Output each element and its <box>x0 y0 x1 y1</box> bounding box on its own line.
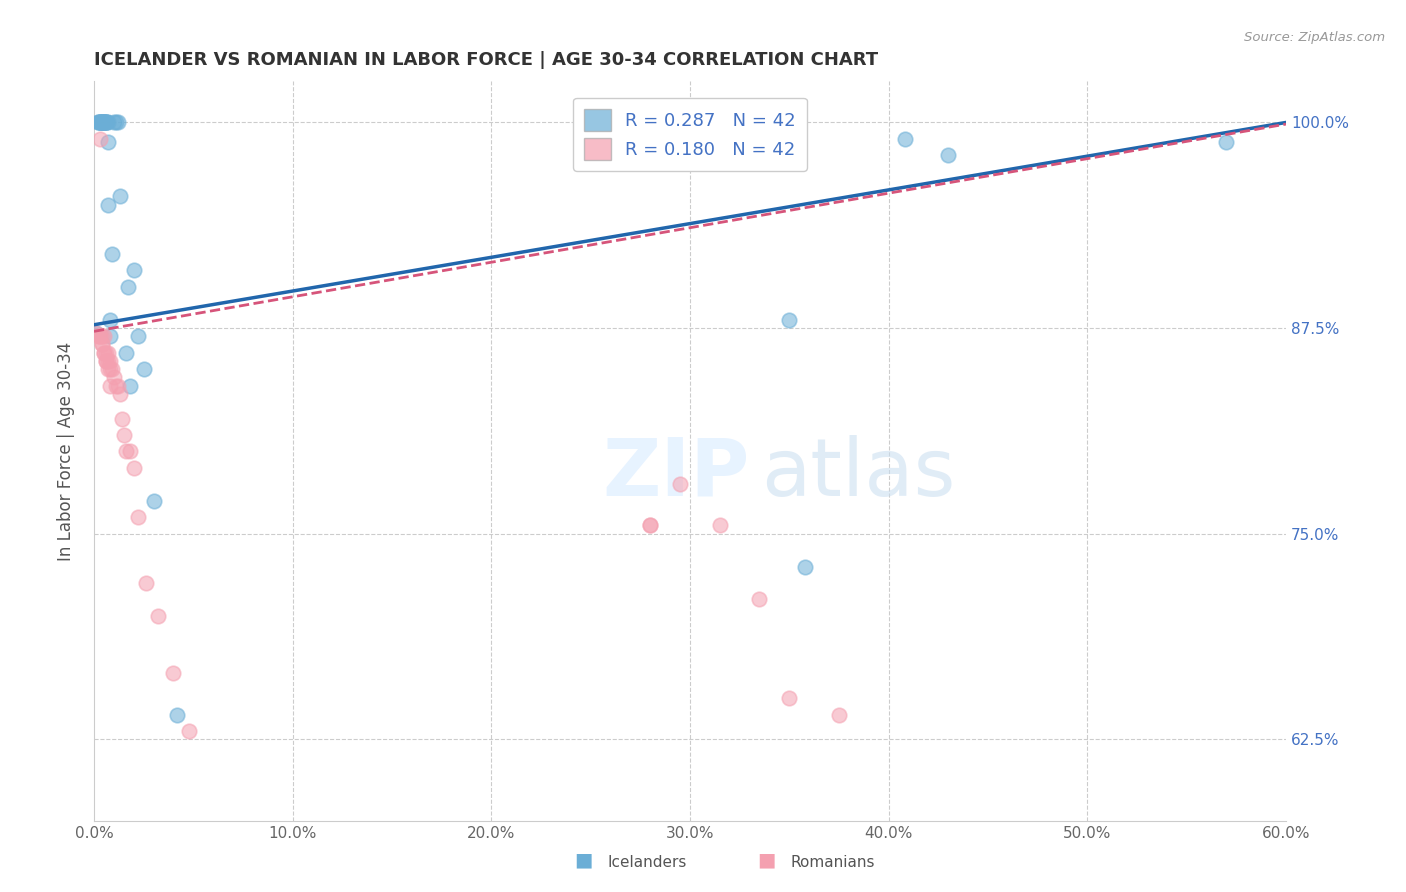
Point <box>893 132 915 146</box>
Point <box>98 354 121 368</box>
Point <box>93 115 115 129</box>
Point <box>127 510 149 524</box>
Point <box>89 115 111 129</box>
Point <box>108 189 131 203</box>
Point <box>93 329 115 343</box>
Point <box>111 411 134 425</box>
Point <box>104 115 127 129</box>
Point <box>93 115 115 129</box>
Point <box>1215 135 1237 149</box>
Point <box>90 115 112 129</box>
Point <box>127 329 149 343</box>
Point <box>94 115 117 129</box>
Point <box>97 135 120 149</box>
Point <box>84 326 107 340</box>
Point <box>117 280 139 294</box>
Point <box>101 247 124 261</box>
Point <box>97 345 120 359</box>
Point <box>103 370 125 384</box>
Point <box>103 115 125 129</box>
Text: Icelanders: Icelanders <box>607 855 686 870</box>
Point <box>89 115 111 129</box>
Point <box>87 115 110 129</box>
Point <box>104 378 127 392</box>
Point <box>638 518 661 533</box>
Point <box>97 197 120 211</box>
Text: ICELANDER VS ROMANIAN IN LABOR FORCE | AGE 30-34 CORRELATION CHART: ICELANDER VS ROMANIAN IN LABOR FORCE | A… <box>94 51 879 69</box>
Point <box>114 345 136 359</box>
Point <box>94 354 117 368</box>
Point <box>94 354 117 368</box>
Point <box>84 326 107 340</box>
Point <box>936 148 959 162</box>
Point <box>89 115 111 129</box>
Point <box>112 428 135 442</box>
Point <box>94 115 117 129</box>
Point <box>107 115 129 129</box>
Text: atlas: atlas <box>762 434 956 513</box>
Point <box>93 115 115 129</box>
Point <box>794 559 817 574</box>
Point <box>90 115 112 129</box>
Point <box>89 115 111 129</box>
Point <box>709 518 731 533</box>
Point <box>94 115 117 129</box>
Point <box>98 362 121 376</box>
Point <box>94 345 117 359</box>
Point <box>748 592 770 607</box>
Point <box>90 329 112 343</box>
Point <box>114 444 136 458</box>
Point <box>162 666 184 681</box>
Point <box>89 132 111 146</box>
Point <box>101 362 124 376</box>
Text: ■: ■ <box>756 851 776 870</box>
Text: ZIP: ZIP <box>602 434 749 513</box>
Point <box>122 263 145 277</box>
Point <box>98 329 121 343</box>
Point <box>97 354 120 368</box>
Point <box>89 329 111 343</box>
Point <box>97 362 120 376</box>
Point <box>93 115 115 129</box>
Point <box>778 691 800 706</box>
Text: Romanians: Romanians <box>790 855 875 870</box>
Point <box>108 387 131 401</box>
Point <box>90 337 112 351</box>
Point <box>142 493 165 508</box>
Point <box>638 518 661 533</box>
Point <box>94 115 117 129</box>
Point <box>166 707 188 722</box>
Point <box>132 362 155 376</box>
Point <box>179 724 201 739</box>
Point <box>118 444 141 458</box>
Point <box>87 115 110 129</box>
Point <box>107 378 129 392</box>
Point <box>98 313 121 327</box>
Point <box>90 115 112 129</box>
Point <box>90 115 112 129</box>
Y-axis label: In Labor Force | Age 30-34: In Labor Force | Age 30-34 <box>58 342 75 561</box>
Text: Source: ZipAtlas.com: Source: ZipAtlas.com <box>1244 31 1385 45</box>
Text: ■: ■ <box>574 851 593 870</box>
Legend: R = 0.287   N = 42, R = 0.180   N = 42: R = 0.287 N = 42, R = 0.180 N = 42 <box>574 98 807 170</box>
Point <box>118 378 141 392</box>
Point <box>89 329 111 343</box>
Point <box>778 313 800 327</box>
Point <box>87 329 110 343</box>
Point <box>122 460 145 475</box>
Point <box>98 378 121 392</box>
Point <box>90 337 112 351</box>
Point <box>135 576 157 591</box>
Point <box>828 707 851 722</box>
Point <box>93 345 115 359</box>
Point <box>97 115 120 129</box>
Point <box>669 477 692 491</box>
Point <box>93 345 115 359</box>
Point <box>146 608 169 623</box>
